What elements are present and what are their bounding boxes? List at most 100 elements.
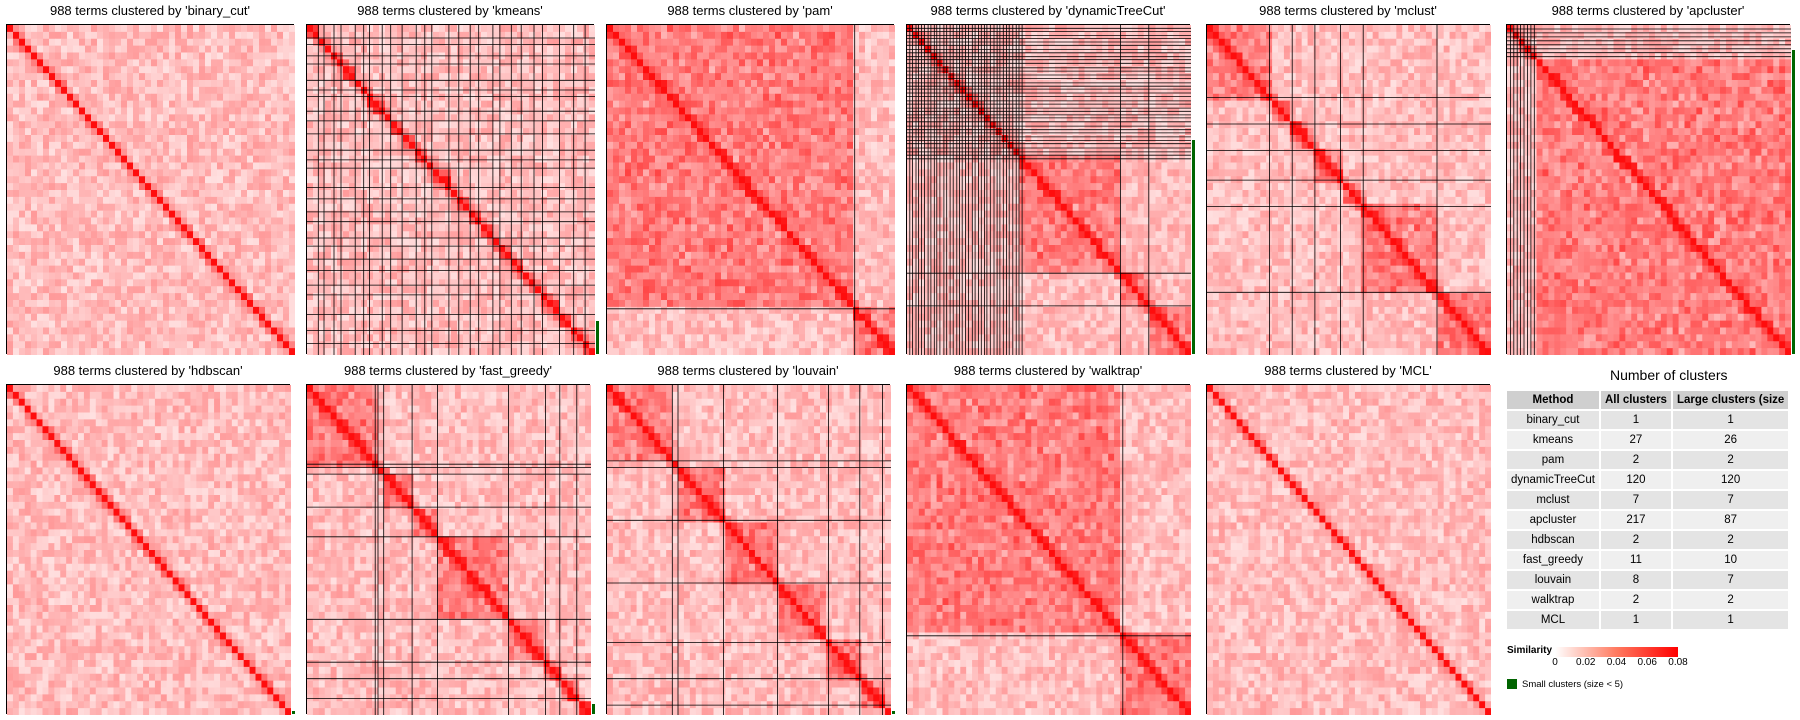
- heatmap-cell: [247, 183, 254, 191]
- heatmap-cell: [199, 176, 206, 184]
- heatmap-cell: [559, 66, 566, 74]
- heatmap-cell: [835, 25, 842, 33]
- heatmap-cell: [79, 114, 86, 122]
- heatmap-cell: [493, 45, 500, 53]
- heatmap-cell: [793, 66, 800, 74]
- heatmap-cell: [589, 279, 595, 287]
- heatmap-cell: [73, 203, 80, 212]
- heatmap-cell: [67, 93, 74, 102]
- heatmap-cell: [511, 190, 518, 198]
- heatmap-cell: [343, 176, 350, 184]
- heatmap-cell: [439, 128, 446, 136]
- heatmap-cell: [193, 334, 200, 342]
- heatmap-cell: [463, 141, 470, 150]
- heatmap-cell: [163, 286, 170, 294]
- heatmap-cell: [469, 141, 476, 150]
- heatmap-cell: [337, 128, 344, 136]
- heatmap-cell: [451, 300, 458, 308]
- heatmap-cell: [565, 334, 572, 342]
- heatmap-cell: [547, 86, 554, 95]
- heatmap-cell: [247, 59, 254, 67]
- heatmap-cell: [241, 169, 248, 177]
- heatmap-cell: [541, 286, 548, 294]
- heatmap-cell: [553, 100, 560, 108]
- heatmap-cell: [319, 169, 326, 177]
- heatmap-cell: [175, 217, 182, 225]
- heatmap-cell: [337, 279, 344, 287]
- heatmap-cell: [247, 162, 254, 170]
- heatmap-cell: [541, 210, 548, 218]
- heatmap-cell: [499, 183, 506, 191]
- heatmap-cell: [121, 210, 128, 218]
- heatmap-cell: [211, 73, 218, 81]
- heatmap-cell: [505, 203, 512, 212]
- heatmap-cell: [121, 121, 128, 129]
- heatmap-cell: [511, 334, 518, 342]
- heatmap-cell: [31, 66, 38, 74]
- heatmap-cell: [217, 306, 224, 315]
- heatmap-cell: [463, 306, 470, 315]
- heatmap-cell: [127, 86, 134, 95]
- heatmap-cell: [79, 80, 86, 88]
- heatmap-cell: [451, 73, 458, 81]
- heatmap-cell: [499, 341, 506, 349]
- heatmap-cell: [133, 162, 140, 170]
- heatmap-cell: [277, 190, 284, 198]
- heatmap-cell: [481, 217, 488, 225]
- heatmap-cell: [559, 148, 566, 157]
- heatmap-cell: [31, 210, 38, 218]
- heatmap-cell: [463, 272, 470, 280]
- heatmap-cell: [43, 148, 50, 157]
- heatmap-cell: [193, 155, 200, 163]
- heatmap-cell: [277, 238, 284, 246]
- heatmap-cell: [61, 203, 68, 212]
- heatmap-cell: [67, 341, 74, 349]
- heatmap-cell: [217, 238, 224, 246]
- heatmap-cell: [259, 80, 266, 88]
- heatmap-cell: [193, 286, 200, 294]
- heatmap-cell: [403, 196, 410, 205]
- heatmap-cell: [433, 300, 440, 308]
- heatmap-cell: [547, 265, 554, 273]
- heatmap-cell: [277, 135, 284, 143]
- heatmap-cell: [313, 196, 320, 205]
- heatmap-cell: [703, 25, 710, 33]
- heatmap-cell: [139, 183, 146, 191]
- heatmap-cell: [499, 148, 506, 157]
- heatmap-cell: [421, 238, 428, 246]
- heatmap-cell: [487, 141, 494, 150]
- heatmap-cell: [559, 162, 566, 170]
- heatmap-cell: [55, 320, 62, 328]
- heatmap-cell: [451, 320, 458, 328]
- heatmap-cell: [175, 100, 182, 108]
- heatmap-cell: [313, 203, 320, 212]
- heatmap-cell: [349, 300, 356, 308]
- heatmap-cell: [25, 25, 32, 33]
- heatmap-cell: [355, 183, 362, 191]
- heatmap-cell: [25, 279, 32, 287]
- heatmap-cell: [187, 114, 194, 122]
- heatmap-cell: [289, 334, 295, 342]
- heatmap-cell: [511, 258, 518, 267]
- heatmap-cell: [157, 73, 164, 81]
- heatmap-cell: [583, 272, 590, 280]
- heatmap-cell: [565, 217, 572, 225]
- heatmap-cell: [409, 100, 416, 108]
- heatmap-cell: [373, 203, 380, 212]
- heatmap-cell: [457, 80, 464, 88]
- heatmap-cell: [529, 217, 536, 225]
- heatmap-cell: [451, 224, 458, 232]
- heatmap-cell: [355, 100, 362, 108]
- heatmap-cell: [307, 210, 314, 218]
- heatmap-cell: [361, 31, 368, 40]
- heatmap-cell: [313, 169, 320, 177]
- heatmap-cell: [433, 203, 440, 212]
- heatmap-cell: [181, 306, 188, 315]
- heatmap-cell: [439, 265, 446, 273]
- heatmap-cell: [187, 231, 194, 239]
- heatmap-cell: [67, 155, 74, 163]
- heatmap-cell: [475, 59, 482, 67]
- heatmap-cell: [181, 66, 188, 74]
- heatmap-cell: [31, 52, 38, 60]
- heatmap-cell: [85, 334, 92, 342]
